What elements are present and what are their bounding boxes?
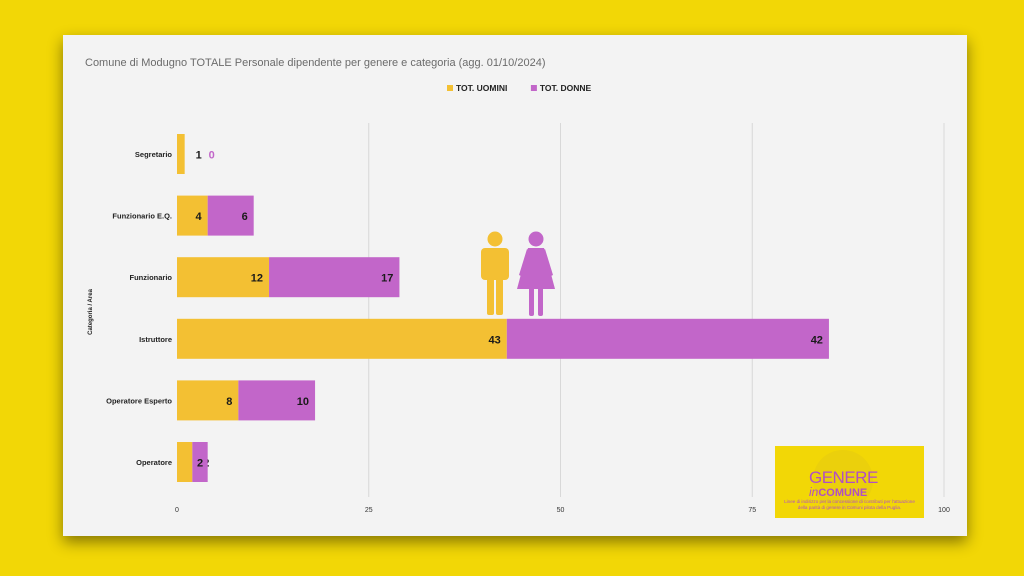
man-figure-icon <box>487 278 494 315</box>
data-label: 43 <box>489 334 501 346</box>
category-label: Istruttore <box>139 335 172 344</box>
legend-swatch <box>447 85 453 91</box>
legend-label: TOT. UOMINI <box>456 83 507 93</box>
x-tick-label: 75 <box>748 507 756 514</box>
woman-figure-icon <box>538 287 543 316</box>
bar-segment <box>506 318 829 359</box>
x-tick-label: 50 <box>557 507 565 514</box>
man-figure-icon <box>496 278 503 315</box>
x-tick-label: 25 <box>365 507 373 514</box>
data-label: 17 <box>381 273 393 285</box>
puglia-seal-icon <box>813 450 873 510</box>
data-label: 2 <box>197 458 203 470</box>
data-label: 6 <box>242 211 248 223</box>
data-label: 12 <box>251 273 263 285</box>
bar-segment <box>177 195 208 236</box>
logo-line1: GENERE <box>809 468 878 487</box>
bar-segment <box>177 134 185 174</box>
logo-line2-italic: in <box>809 485 819 499</box>
bar-segment <box>207 195 254 236</box>
category-label: Operatore <box>136 458 172 467</box>
bar-segment <box>177 380 239 421</box>
category-label: Segretario <box>135 150 173 159</box>
bar-segment <box>177 442 193 482</box>
data-label: 4 <box>196 211 203 223</box>
logo-line2-text: COMUNE <box>818 487 868 499</box>
logo-tagline: Linee di indirizzo per la concessione di… <box>784 499 915 510</box>
woman-figure-icon <box>541 249 553 277</box>
category-label: Funzionario E.Q. <box>112 212 172 221</box>
logo-line2: inCOMUNE <box>809 485 867 499</box>
bar-segment <box>192 442 208 482</box>
data-label: 0 <box>209 150 215 162</box>
bar-segment <box>177 318 507 359</box>
x-tick-label: 100 <box>938 507 950 514</box>
woman-figure-icon <box>528 231 544 247</box>
bar-segment <box>269 257 400 298</box>
data-label: 1 <box>196 150 202 162</box>
chart-title: Comune di Modugno TOTALE Personale dipen… <box>85 57 546 69</box>
data-label: 8 <box>226 396 232 408</box>
category-label: Funzionario <box>130 273 173 282</box>
x-tick-label: 0 <box>175 507 179 514</box>
y-axis-title: Categoria / Area <box>88 288 94 334</box>
category-label: Operatore Esperto <box>106 396 172 405</box>
man-figure-icon <box>487 231 503 247</box>
woman-figure-icon <box>519 249 531 277</box>
data-label: 42 <box>811 334 823 346</box>
genere-incomune-logo: GENERE inCOMUNE Linee di indirizzo per l… <box>775 446 924 518</box>
bar-segment <box>177 257 270 298</box>
bar-segment <box>238 380 316 421</box>
data-label: 10 <box>297 396 309 408</box>
man-figure-icon <box>481 248 509 280</box>
woman-figure-icon <box>529 287 534 316</box>
chart-card: Comune di Modugno TOTALE Personale dipen… <box>63 35 967 536</box>
legend-label: TOT. DONNE <box>540 83 592 93</box>
legend-swatch <box>530 85 537 91</box>
